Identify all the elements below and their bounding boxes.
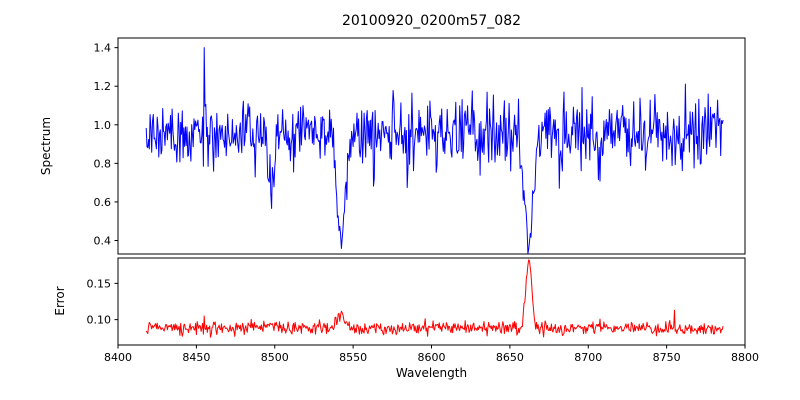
error-y-tick-label: 0.10 — [87, 314, 112, 327]
x-tick-label: 8400 — [104, 351, 132, 364]
x-tick-label: 8600 — [418, 351, 446, 364]
spectrum-y-tick-label: 0.8 — [94, 157, 112, 170]
spectrum-y-tick-label: 1.2 — [94, 80, 112, 93]
x-tick-label: 8500 — [261, 351, 289, 364]
x-tick-label: 8800 — [731, 351, 759, 364]
spectrum-axes — [117, 37, 746, 255]
spectrum-y-tick-label: 0.4 — [94, 235, 112, 248]
spectrum-y-tick-label: 1.0 — [94, 119, 112, 132]
spectrum-y-tick-label: 0.6 — [94, 196, 112, 209]
x-tick-label: 8750 — [653, 351, 681, 364]
spectrum-line — [145, 47, 724, 255]
x-tick-label: 8650 — [496, 351, 524, 364]
figure-title: 20100920_0200m57_082 — [341, 13, 522, 29]
x-tick-label: 8550 — [339, 351, 367, 364]
error-y-tick-label: 0.15 — [87, 277, 112, 290]
x-tick-label: 8450 — [182, 351, 210, 364]
spectrum-y-tick-label: 1.4 — [94, 42, 112, 55]
error-line — [145, 259, 724, 338]
x-axis-label: Wavelength — [395, 366, 468, 380]
x-tick-label: 8700 — [574, 351, 602, 364]
